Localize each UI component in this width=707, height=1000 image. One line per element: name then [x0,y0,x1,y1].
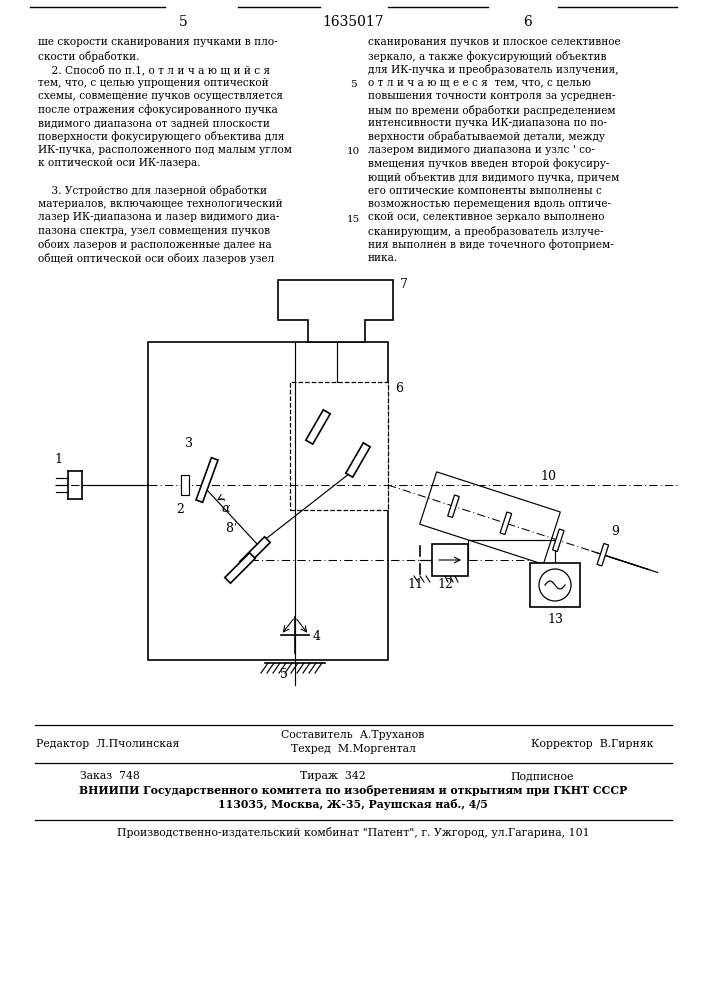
Text: зеркало, а также фокусирующий объектив: зеркало, а также фокусирующий объектив [368,50,607,62]
Polygon shape [306,410,330,444]
Text: после отражения сфокусированного пучка: после отражения сфокусированного пучка [38,104,278,115]
Text: 4: 4 [313,630,321,643]
Text: скости обработки.: скости обработки. [38,50,139,62]
Text: сканирования пучков и плоское селективное: сканирования пучков и плоское селективно… [368,37,621,47]
Text: интенсивности пучка ИК-диапазона по по-: интенсивности пучка ИК-диапазона по по- [368,118,607,128]
Bar [148,342,388,660]
Text: к оптической оси ИК-лазера.: к оптической оси ИК-лазера. [38,158,201,168]
Text: 15: 15 [346,215,360,224]
Bar [290,382,388,510]
Text: 8: 8 [225,522,233,535]
Text: ВНИИПИ Государственного комитета по изобретениям и открытиям при ГКНТ СССР: ВНИИПИ Государственного комитета по изоб… [79,784,627,796]
Text: обоих лазеров и расположенные далее на: обоих лазеров и расположенные далее на [38,239,271,250]
Text: ника.: ника. [368,253,398,263]
Text: материалов, включающее технологический: материалов, включающее технологический [38,199,283,209]
Text: о т л и ч а ю щ е е с я  тем, что, с целью: о т л и ч а ю щ е е с я тем, что, с цель… [368,78,591,88]
Text: 1: 1 [54,453,62,466]
Text: вмещения пучков введен второй фокусиру-: вмещения пучков введен второй фокусиру- [368,158,609,169]
Polygon shape [181,475,189,495]
Polygon shape [500,512,512,534]
Text: α: α [221,502,230,515]
Text: 2: 2 [176,503,184,516]
Text: 5: 5 [179,15,187,29]
Text: 10: 10 [540,470,556,483]
Text: пазона спектра, узел совмещения пучков: пазона спектра, узел совмещения пучков [38,226,270,236]
Polygon shape [278,280,393,342]
Polygon shape [420,472,561,564]
Text: 3: 3 [185,437,193,450]
Text: Тираж  342: Тираж 342 [300,771,366,781]
Polygon shape [553,529,564,551]
Polygon shape [240,537,270,567]
Text: Заказ  748: Заказ 748 [80,771,140,781]
Text: 5: 5 [280,668,288,681]
Text: его оптические компоненты выполнены с: его оптические компоненты выполнены с [368,186,602,196]
Text: Составитель  А.Труханов: Составитель А.Труханов [281,730,425,740]
Text: 6: 6 [524,15,532,29]
Text: 11: 11 [407,578,423,591]
Text: 113035, Москва, Ж-35, Раушская наб., 4/5: 113035, Москва, Ж-35, Раушская наб., 4/5 [218,798,488,810]
Text: 2. Способ по п.1, о т л и ч а ю щ и й с я: 2. Способ по п.1, о т л и ч а ю щ и й с … [38,64,270,75]
Polygon shape [448,495,460,517]
Text: 10: 10 [346,147,360,156]
Text: Производственно-издательский комбинат "Патент", г. Ужгород, ул.Гагарина, 101: Производственно-издательский комбинат "П… [117,828,590,838]
Text: 7: 7 [400,278,408,292]
Text: сканирующим, а преобразователь излуче-: сканирующим, а преобразователь излуче- [368,226,604,237]
Polygon shape [225,553,255,583]
Text: 13: 13 [547,613,563,626]
Text: тем, что, с целью упрощения оптической: тем, что, с целью упрощения оптической [38,78,269,88]
Text: Техред  М.Моргентал: Техред М.Моргентал [291,744,416,754]
Text: Корректор  В.Гирняк: Корректор В.Гирняк [531,739,653,749]
Polygon shape [346,443,370,477]
Text: Редактор  Л.Пчолинская: Редактор Л.Пчолинская [36,739,180,749]
Text: ным по времени обработки распределением: ным по времени обработки распределением [368,104,616,115]
Text: ния выполнен в виде точечного фотоприем-: ния выполнен в виде точечного фотоприем- [368,239,614,250]
Text: для ИК-пучка и преобразователь излучения,: для ИК-пучка и преобразователь излучения… [368,64,619,75]
Text: 5: 5 [350,80,356,89]
Text: повышения точности контроля за усреднен-: повышения точности контроля за усреднен- [368,91,616,101]
Text: поверхности фокусирующего объектива для: поверхности фокусирующего объектива для [38,131,284,142]
Text: ИК-пучка, расположенного под малым углом: ИК-пучка, расположенного под малым углом [38,145,292,155]
Text: возможностью перемещения вдоль оптиче-: возможностью перемещения вдоль оптиче- [368,199,611,209]
Text: ской оси, селективное зеркало выполнено: ской оси, селективное зеркало выполнено [368,213,604,223]
Bar [432,544,468,576]
Text: 12: 12 [437,578,453,591]
Text: общей оптической оси обоих лазеров узел: общей оптической оси обоих лазеров узел [38,253,274,264]
Text: Подписное: Подписное [510,771,573,781]
Text: 6: 6 [395,382,403,395]
Text: 3. Устройство для лазерной обработки: 3. Устройство для лазерной обработки [38,186,267,196]
Text: 9: 9 [611,525,619,538]
Text: ': ' [234,522,237,531]
Polygon shape [597,543,609,566]
Text: видимого диапазона от задней плоскости: видимого диапазона от задней плоскости [38,118,270,128]
Text: 1635017: 1635017 [322,15,384,29]
Circle shape [539,569,571,601]
Text: лазер ИК-диапазона и лазер видимого диа-: лазер ИК-диапазона и лазер видимого диа- [38,213,279,223]
Bar [530,563,580,607]
Text: верхности обрабатываемой детали, между: верхности обрабатываемой детали, между [368,131,605,142]
Polygon shape [196,458,218,502]
Text: ющий объектив для видимого пучка, причем: ющий объектив для видимого пучка, причем [368,172,619,183]
Text: схемы, совмещение пучков осуществляется: схемы, совмещение пучков осуществляется [38,91,283,101]
Text: лазером видимого диапазона и узлс ' со-: лазером видимого диапазона и узлс ' со- [368,145,595,155]
Text: ше скорости сканирования пучками в пло-: ше скорости сканирования пучками в пло- [38,37,278,47]
